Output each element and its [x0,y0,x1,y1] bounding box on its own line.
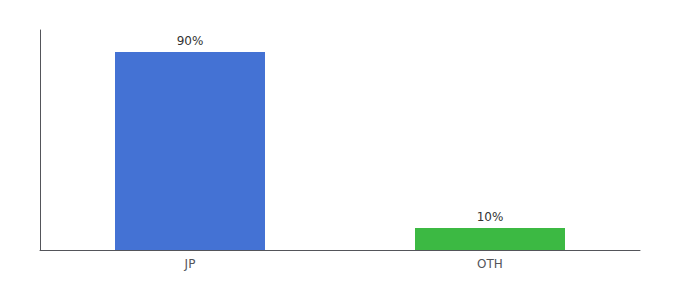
svg-text:90%: 90% [177,34,204,48]
svg-text:10%: 10% [477,210,504,224]
svg-text:OTH: OTH [477,257,503,271]
svg-text:JP: JP [184,257,196,271]
